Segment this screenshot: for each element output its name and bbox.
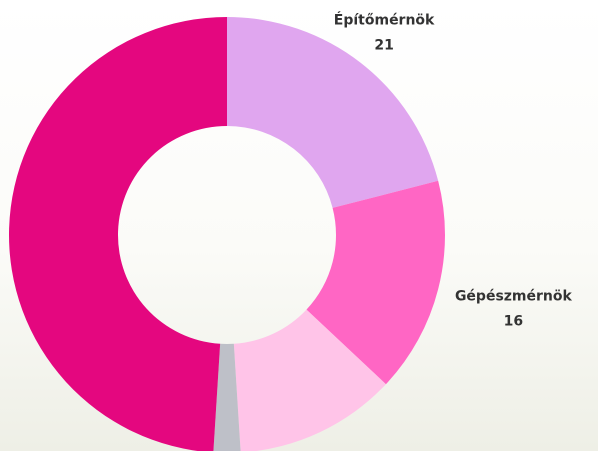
segment-label: Gépészmérnök: [455, 289, 573, 305]
chart: Építőmérnök 21 Gépészmérnök 16: [0, 0, 598, 451]
donut-segment: [9, 17, 227, 451]
segment-value: 21: [374, 37, 393, 53]
page: Építőmérnök21Gépészmérnök16 (() => { con…: [0, 0, 598, 451]
segment-value: 16: [504, 314, 523, 330]
donut-segment: [227, 17, 438, 208]
segment-label: Építőmérnök: [334, 11, 435, 28]
